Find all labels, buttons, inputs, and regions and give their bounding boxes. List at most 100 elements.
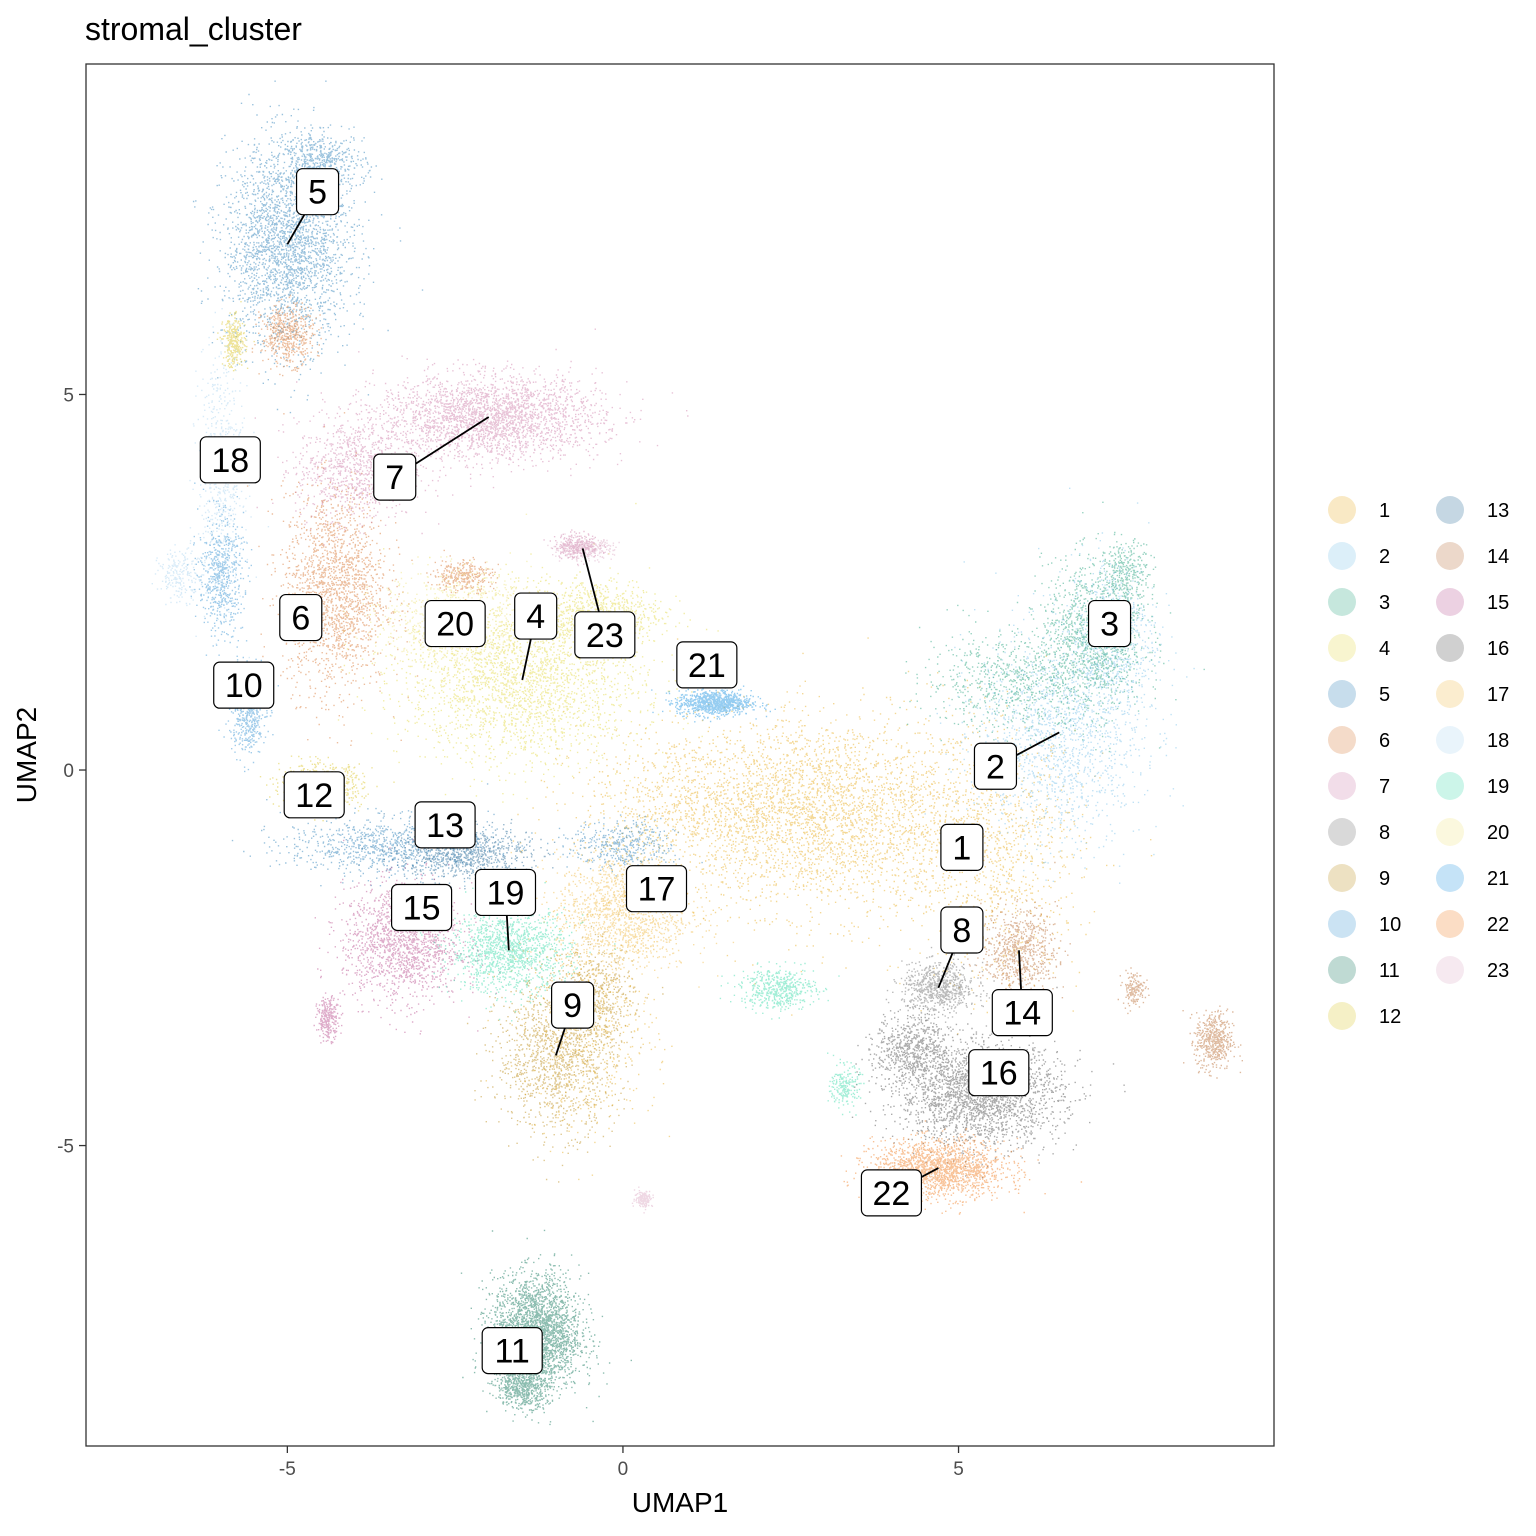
legend-item-15: 15 xyxy=(1436,588,1509,616)
cluster-label-13: 13 xyxy=(414,801,476,849)
legend-key xyxy=(1328,772,1356,800)
legend-label: 1 xyxy=(1379,500,1390,522)
cluster-7-point-cloud xyxy=(254,328,689,566)
legend-item-16: 16 xyxy=(1436,634,1509,662)
cluster-label-text: 17 xyxy=(638,871,676,909)
cluster-label-text: 18 xyxy=(211,442,249,480)
cluster-label-18: 18 xyxy=(199,436,261,484)
cluster-label-5: 5 xyxy=(295,168,340,216)
cluster-label-box xyxy=(625,865,688,913)
cluster-8-points xyxy=(885,946,1019,1028)
cluster-label-box xyxy=(574,611,636,659)
cluster-label-text: 11 xyxy=(495,1333,530,1371)
cluster-label-19: 19 xyxy=(474,868,537,917)
legend-item-6: 6 xyxy=(1328,726,1390,754)
legend-key xyxy=(1436,542,1464,570)
y-axis-title: UMAP2 xyxy=(11,707,42,803)
legend-key xyxy=(1436,496,1464,524)
legend-item-3: 3 xyxy=(1328,588,1390,616)
y-tick-label: 5 xyxy=(63,385,74,406)
y-tick-label: 0 xyxy=(63,761,74,782)
cluster-21-points xyxy=(651,680,776,723)
cluster-17-points xyxy=(510,809,735,1005)
legend-item-20: 20 xyxy=(1436,818,1509,846)
legend-label: 6 xyxy=(1379,730,1390,752)
x-axis-title: UMAP1 xyxy=(632,1487,728,1518)
cluster-label-text: 3 xyxy=(1100,606,1119,644)
legend-label: 5 xyxy=(1379,684,1390,706)
legend-label: 11 xyxy=(1379,960,1400,982)
cluster-label-box xyxy=(973,742,1018,790)
cluster-label-box xyxy=(676,641,738,689)
legend-key xyxy=(1436,680,1464,708)
cluster-label-9: 9 xyxy=(551,981,595,1029)
legend-item-5: 5 xyxy=(1328,680,1390,708)
legend-key xyxy=(1328,634,1356,662)
cluster-label-box xyxy=(940,823,984,871)
cluster-label-23: 23 xyxy=(574,611,636,659)
cluster-label-text: 2 xyxy=(986,748,1005,786)
cluster-label-box xyxy=(373,453,417,501)
cluster-label-box xyxy=(424,599,486,648)
cluster-11-points xyxy=(460,1229,632,1426)
legend-item-21: 21 xyxy=(1436,864,1509,892)
legend-label: 9 xyxy=(1379,868,1390,890)
legend-label: 18 xyxy=(1487,730,1509,752)
cluster-label-box xyxy=(991,989,1053,1037)
legend-item-9: 9 xyxy=(1328,864,1390,892)
cluster-12-points xyxy=(216,301,395,822)
cluster-label-12: 12 xyxy=(283,771,345,819)
cluster-label-box xyxy=(390,883,453,932)
cluster-label-14: 14 xyxy=(991,989,1053,1037)
cluster-label-15: 15 xyxy=(390,883,453,932)
cluster-label-text: 8 xyxy=(952,912,971,950)
x-axis: -5 0 5 xyxy=(279,1446,964,1480)
legend-label: 20 xyxy=(1487,822,1509,844)
legend-item-14: 14 xyxy=(1436,542,1509,570)
legend-key xyxy=(1436,864,1464,892)
legend-item-18: 18 xyxy=(1436,726,1509,754)
legend-item-12: 12 xyxy=(1328,1002,1401,1030)
legend-label: 2 xyxy=(1379,546,1390,568)
cluster-label-1: 1 xyxy=(940,823,984,871)
legend-label: 17 xyxy=(1487,684,1509,706)
cluster-label-10: 10 xyxy=(213,661,275,709)
cluster-label-text: 21 xyxy=(688,647,726,685)
cluster-label-8: 8 xyxy=(940,906,984,954)
cluster-label-text: 12 xyxy=(295,777,333,815)
cluster-label-text: 7 xyxy=(385,459,404,497)
y-axis: 5 0 -5 xyxy=(57,385,86,1158)
x-tick-label: 0 xyxy=(618,1459,629,1480)
legend-label: 4 xyxy=(1379,638,1390,660)
cluster-label-7: 7 xyxy=(373,453,417,501)
legend-key xyxy=(1328,680,1356,708)
legend-key xyxy=(1328,496,1356,524)
legend-label: 21 xyxy=(1487,868,1509,890)
legend-item-2: 2 xyxy=(1328,542,1390,570)
x-tick-label: 5 xyxy=(953,1459,964,1480)
cluster-label-box xyxy=(213,661,275,709)
cluster-17-point-cloud xyxy=(510,809,735,1005)
cluster-label-text: 19 xyxy=(487,874,525,912)
cluster-label-text: 6 xyxy=(291,600,310,638)
legend-label: 10 xyxy=(1379,914,1401,936)
legend-label: 7 xyxy=(1379,776,1390,798)
cluster-14-point-cloud xyxy=(964,861,1243,1079)
legend-item-22: 22 xyxy=(1436,910,1509,938)
cluster-label-text: 4 xyxy=(526,598,545,636)
cluster-label-2: 2 xyxy=(973,742,1018,790)
cluster-label-text: 1 xyxy=(952,829,971,867)
cluster-7-points xyxy=(254,328,689,566)
cluster-label-box xyxy=(295,168,340,216)
cluster-12-point-cloud xyxy=(216,301,395,822)
legend-key xyxy=(1436,818,1464,846)
legend-item-13: 13 xyxy=(1436,496,1509,524)
legend-item-10: 10 xyxy=(1328,910,1401,938)
legend-key xyxy=(1436,726,1464,754)
cluster-label-box xyxy=(481,1327,543,1375)
legend-key xyxy=(1436,588,1464,616)
cluster-label-box xyxy=(1087,599,1132,648)
cluster-label-text: 13 xyxy=(426,807,464,845)
cluster-label-17: 17 xyxy=(625,865,688,913)
